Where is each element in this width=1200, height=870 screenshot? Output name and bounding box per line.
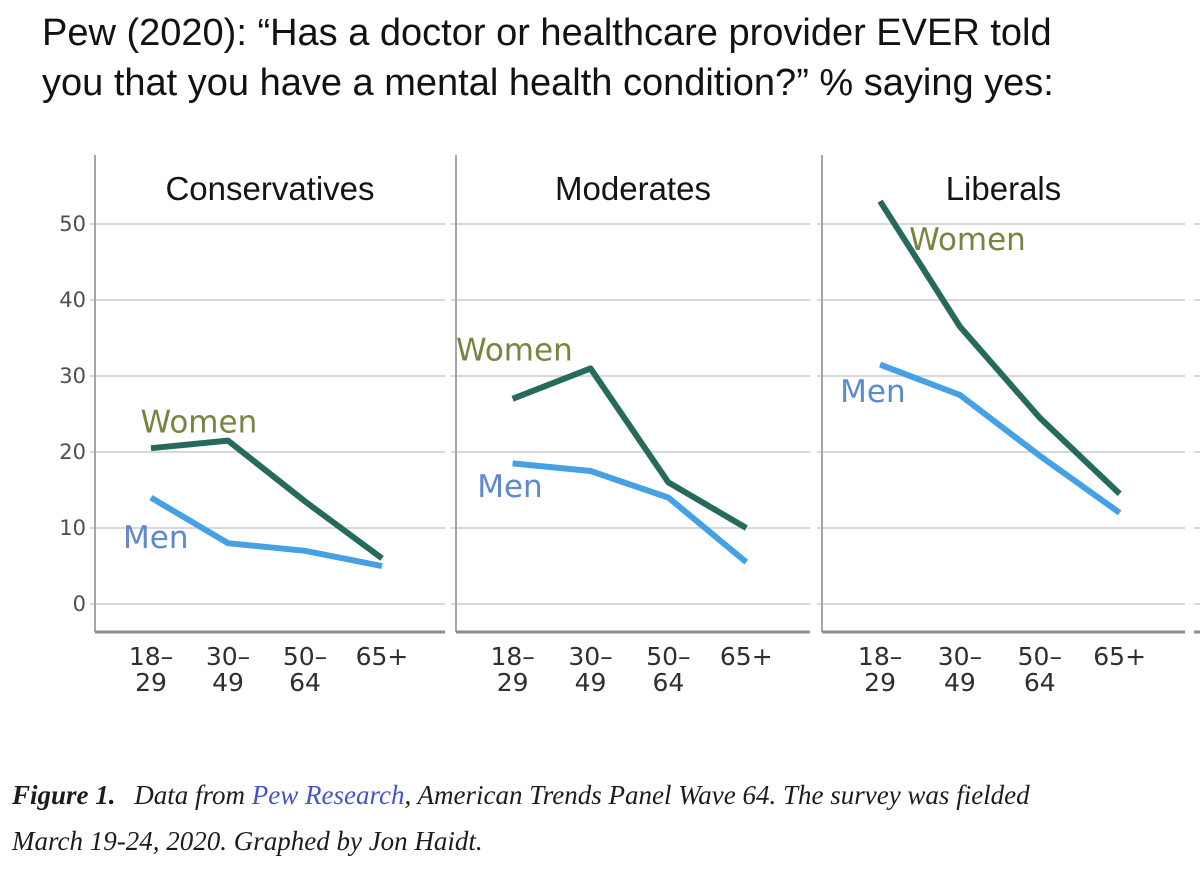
caption-pre-link: Data from	[127, 780, 252, 810]
x-tick-label: 29	[497, 668, 529, 697]
y-tick-label: 40	[59, 288, 86, 312]
men-series-label: Men	[123, 520, 188, 556]
x-tick-label: 64	[652, 668, 684, 697]
x-tick-label: 18–	[490, 642, 534, 671]
x-tick-label: 50–	[646, 642, 690, 671]
x-tick-label: 30–	[938, 642, 982, 671]
figure-label: Figure 1.	[12, 780, 116, 810]
x-tick-label: 64	[1024, 668, 1056, 697]
x-tick-label: 64	[289, 668, 321, 697]
women-series-label: Women	[909, 222, 1026, 258]
panel-title: Conservatives	[165, 170, 374, 207]
y-tick-label: 10	[59, 516, 86, 540]
x-tick-label: 65+	[1093, 642, 1146, 671]
men-series-label: Men	[840, 374, 905, 410]
y-tick-label: 50	[59, 212, 86, 236]
women-series-label: Women	[456, 332, 573, 368]
panel-title: Liberals	[946, 170, 1062, 207]
x-tick-label: 30–	[206, 642, 250, 671]
x-tick-label: 49	[944, 668, 976, 697]
x-tick-label: 29	[864, 668, 896, 697]
panel-liberals: Liberals Women Men 18–29 30–49 50–64 65+	[817, 155, 1185, 697]
men-series-label: Men	[477, 469, 542, 505]
x-tick-label: 18–	[858, 642, 902, 671]
panel-conservatives: Conservatives Women Men 18–29 30–49 50–64 65+	[90, 155, 445, 697]
x-tick-label: 65+	[720, 642, 773, 671]
cropped-edge-stubs	[1194, 223, 1200, 634]
trend-chart: ConservativesWomenMen18–2930–4950–6465+M…	[59, 155, 1200, 697]
panel-moderates: Moderates Women Men 18–29 30–49 50–64 65+	[451, 155, 810, 697]
y-tick-label: 30	[59, 364, 86, 388]
x-tick-label: 18–	[129, 642, 173, 671]
chart-title-line1: Pew (2020): “Has a doctor or healthcare …	[42, 12, 1052, 54]
pew-research-link[interactable]: Pew Research	[251, 780, 405, 810]
x-tick-label: 29	[135, 668, 167, 697]
x-tick-label: 49	[212, 668, 244, 697]
women-series-label: Women	[141, 405, 258, 441]
x-tick-label: 49	[575, 668, 607, 697]
x-tick-label: 50–	[283, 642, 327, 671]
y-tick-label: 0	[73, 592, 86, 616]
caption-post-link: , American Trends Panel Wave 64. The sur…	[404, 780, 1030, 810]
men-line	[149, 495, 383, 569]
chart-title-line2: you that you have a mental health condit…	[42, 62, 1054, 104]
women-line	[877, 199, 1122, 496]
women-line	[150, 437, 384, 561]
men-line	[512, 460, 749, 565]
caption-line2: March 19-24, 2020. Graphed by Jon Haidt.	[12, 826, 483, 856]
women-line	[511, 365, 748, 531]
panel-title: Moderates	[555, 170, 711, 207]
x-tick-label: 50–	[1018, 642, 1062, 671]
x-tick-label: 30–	[568, 642, 612, 671]
men-line	[879, 361, 1122, 516]
chart-title: Pew (2020): “Has a doctor or healthcare …	[42, 8, 1192, 108]
figure-caption: Figure 1. Data from Pew Research, Americ…	[12, 772, 1177, 864]
x-tick-label: 65+	[356, 642, 409, 671]
y-tick-label: 20	[59, 440, 86, 464]
